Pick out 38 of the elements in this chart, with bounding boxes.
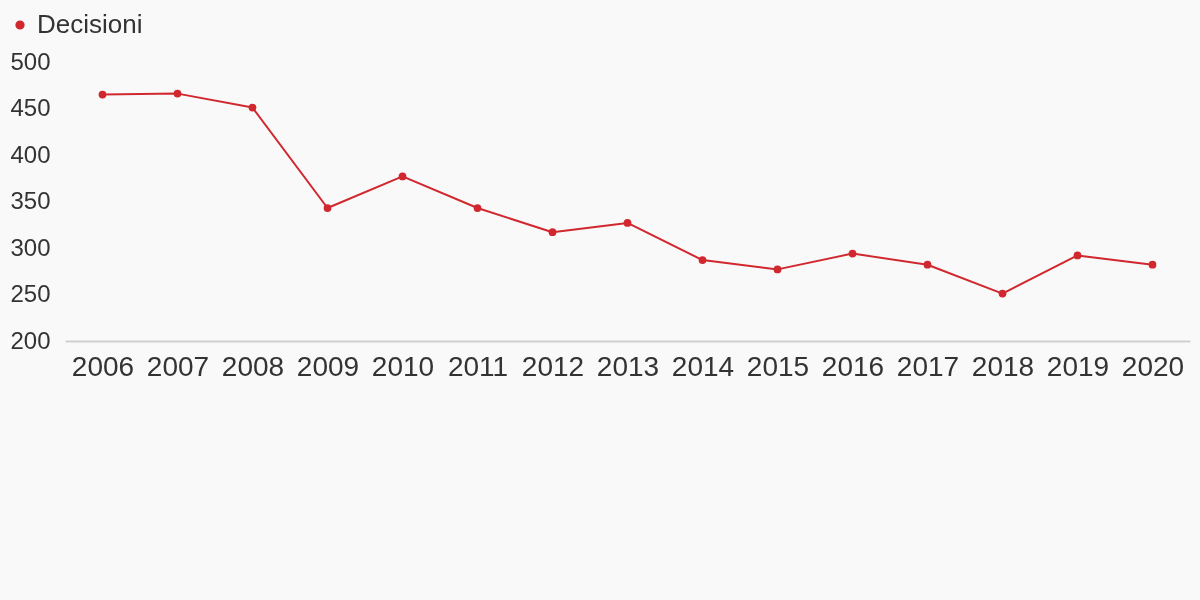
x-tick-label: 2011 xyxy=(447,350,509,382)
x-tick-label: 2018 xyxy=(971,350,1035,382)
point xyxy=(173,89,182,98)
x-tick-label: 2014 xyxy=(671,350,735,382)
point xyxy=(998,289,1007,298)
x-tick-label: 2010 xyxy=(371,350,435,382)
point xyxy=(548,228,557,237)
x-tick-label: 2017 xyxy=(896,350,960,382)
point xyxy=(1073,251,1082,260)
y-tick-label: 300 xyxy=(10,233,51,261)
x-tick-label: 2013 xyxy=(596,350,660,382)
point xyxy=(323,204,332,212)
y-tick-label: 250 xyxy=(10,280,51,307)
point xyxy=(398,172,407,181)
point xyxy=(473,204,482,212)
y-tick-label: 500 xyxy=(10,47,51,75)
point xyxy=(698,256,707,264)
x-tick-label: 2015 xyxy=(746,350,810,382)
x-tick-label: 2020 xyxy=(1121,350,1185,382)
x-tick-label: 2009 xyxy=(296,350,360,382)
x-tick-label: 2008 xyxy=(221,350,285,382)
y-tick-label: 450 xyxy=(10,94,51,121)
x-tick-label: 2006 xyxy=(71,350,135,382)
legend-label: Decisioni xyxy=(37,9,143,39)
x-tick-label: 2019 xyxy=(1046,350,1110,382)
x-tick-label: 2016 xyxy=(821,350,885,382)
point xyxy=(1148,260,1157,269)
point xyxy=(773,265,782,274)
y-tick-label: 200 xyxy=(10,326,51,354)
y-tick-label: 350 xyxy=(10,187,51,214)
point xyxy=(848,249,857,258)
y-tick-label: 400 xyxy=(10,140,51,168)
x-tick-label: 2007 xyxy=(146,350,210,382)
point xyxy=(623,219,632,227)
point xyxy=(248,103,257,112)
point xyxy=(98,90,107,99)
point xyxy=(923,260,932,269)
x-tick-label: 2012 xyxy=(521,350,585,382)
